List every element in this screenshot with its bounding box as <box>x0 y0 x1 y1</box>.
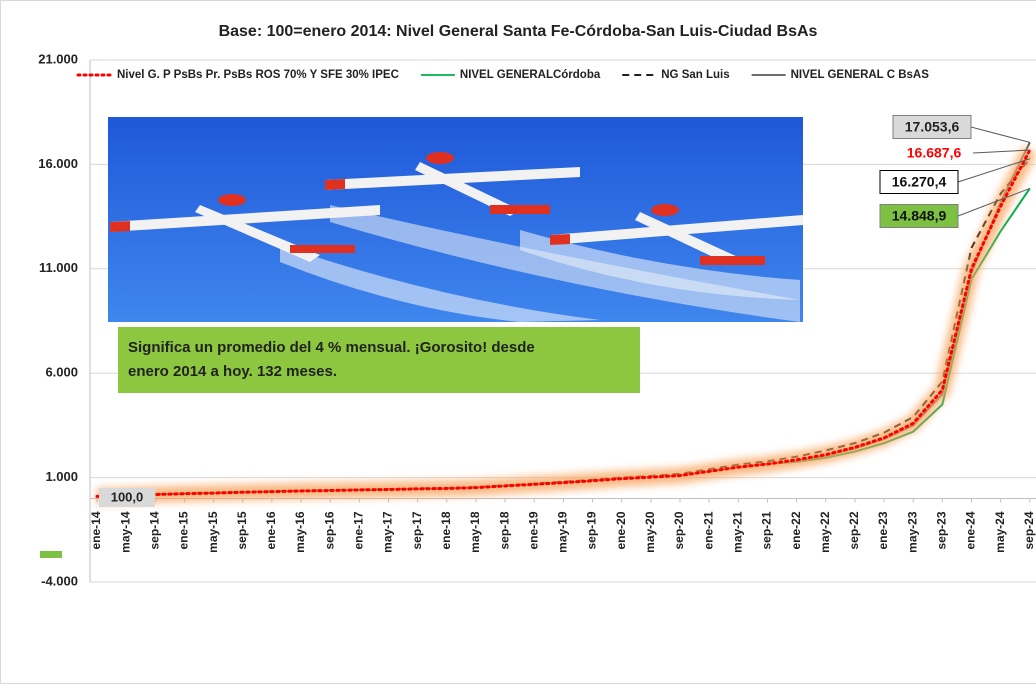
x-tick-label: sep-15 <box>235 511 249 549</box>
x-tick-label: may-23 <box>905 511 919 553</box>
x-tick-label: sep-17 <box>410 511 424 549</box>
x-tick-label: sep-23 <box>935 511 949 549</box>
x-tick-label: sep-21 <box>760 511 774 549</box>
x-tick-label: ene-15 <box>177 511 191 549</box>
y-tick-label: 11.000 <box>39 260 78 275</box>
x-tick-label: ene-16 <box>264 511 278 549</box>
legend-label: NG San Luis <box>661 69 729 81</box>
x-tick-label: ene-22 <box>789 511 803 549</box>
photo <box>108 117 803 322</box>
x-tick-label: may-14 <box>118 511 132 553</box>
x-tick-label: ene-19 <box>526 511 540 549</box>
x-tick-label: sep-24 <box>1022 511 1036 549</box>
value-label: 16.687,6 <box>907 145 962 161</box>
y-tick-label: 21.000 <box>38 51 78 66</box>
x-tick-label: may-20 <box>643 511 657 553</box>
x-tick-label: may-22 <box>818 511 832 553</box>
x-tick-label: sep-19 <box>585 511 599 549</box>
annotation: enero 2014 a hoy. 132 meses. <box>128 363 337 380</box>
x-tick-label: ene-14 <box>89 511 103 549</box>
y-tick-label: 1.000 <box>45 469 78 484</box>
y-tick-label: -4.000 <box>41 573 78 588</box>
legend-fragment <box>40 551 62 558</box>
value-label: 17.053,6 <box>905 119 960 135</box>
x-tick-label: ene-23 <box>876 511 890 549</box>
y-tick-label: 16.000 <box>38 156 78 171</box>
value-label: 14.848,9 <box>892 208 947 224</box>
x-tick-label: may-18 <box>468 511 482 553</box>
value-label: 100,0 <box>111 489 144 504</box>
value-label: 16.270,4 <box>892 174 947 190</box>
x-tick-label: may-19 <box>556 511 570 553</box>
annotation: Significa un promedio del 4 % mensual. ¡… <box>128 339 535 356</box>
legend-label: Nivel G. P PsBs Pr. PsBs ROS 70% Y SFE 3… <box>117 69 399 81</box>
x-tick-label: ene-24 <box>964 511 978 549</box>
x-tick-label: ene-17 <box>352 511 366 549</box>
x-tick-label: may-24 <box>993 511 1007 553</box>
x-tick-label: ene-18 <box>439 511 453 549</box>
x-tick-label: may-21 <box>730 511 744 553</box>
y-tick-label: 6.000 <box>45 365 78 380</box>
x-tick-label: sep-18 <box>497 511 511 549</box>
x-tick-label: may-16 <box>293 511 307 553</box>
x-tick-label: sep-20 <box>672 511 686 549</box>
legend-label: NIVEL GENERAL C BsAS <box>791 69 930 81</box>
legend-label: NIVEL GENERALCórdoba <box>460 69 601 81</box>
annotation-box <box>118 327 640 393</box>
x-tick-label: may-17 <box>381 511 395 553</box>
x-tick-label: ene-21 <box>701 511 715 549</box>
x-tick-label: ene-20 <box>614 511 628 549</box>
x-tick-label: may-15 <box>206 511 220 553</box>
x-tick-label: sep-16 <box>322 511 336 549</box>
x-tick-label: sep-22 <box>847 511 861 549</box>
chart-title: Base: 100=enero 2014: Nivel General Sant… <box>219 23 818 40</box>
x-tick-label: sep-14 <box>147 511 161 549</box>
